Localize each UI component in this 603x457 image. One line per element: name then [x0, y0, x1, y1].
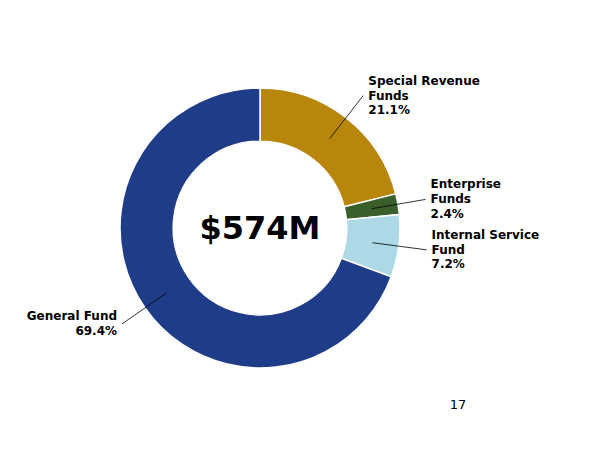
value-label: 21.1% — [368, 103, 410, 117]
center-text: $574M — [200, 209, 321, 247]
slice — [120, 88, 391, 368]
slice-label: Internal ServiceFund — [432, 227, 540, 256]
page-number: 17 — [450, 397, 467, 412]
background — [0, 0, 603, 457]
leader-line — [372, 243, 426, 250]
value-label: 7.2% — [432, 257, 465, 271]
leader-line — [330, 96, 364, 139]
leader-line — [372, 199, 426, 208]
slice-label: EnterpriseFunds — [431, 177, 501, 206]
value-label: 2.4% — [431, 207, 464, 221]
slice-label: General Fund — [27, 309, 117, 323]
value-label: 69.4% — [75, 324, 117, 338]
leader-line — [122, 293, 167, 324]
labels: Special RevenueFunds21.1% EnterpriseFunds… — [27, 73, 539, 338]
slice-label: Special RevenueFunds — [368, 73, 480, 102]
slices — [120, 88, 400, 368]
chart: Special RevenueFunds21.1% EnterpriseFunds… — [0, 0, 603, 457]
